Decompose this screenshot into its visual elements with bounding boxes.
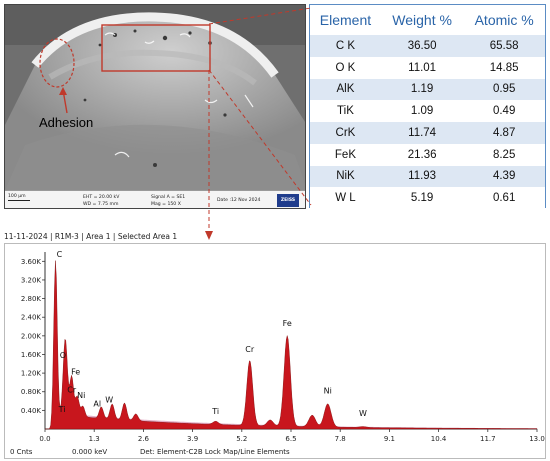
scale-bar (8, 200, 30, 201)
table-row: CrK 11.74 4.87 (310, 122, 545, 144)
table-header-row: Element Weight % Atomic % (310, 5, 545, 35)
y-tick-label: 3.20K (21, 276, 42, 284)
peak-label: C (57, 250, 63, 259)
y-tick-label: 3.60K (21, 258, 42, 266)
eds-spectrum-chart: 0.40K 0.80K 1.20K 1.60K 2.00K 2.40K 2.80K 3.20K… (4, 243, 546, 459)
table-row: FeK 21.36 8.25 (310, 143, 545, 166)
cell-weight: 36.50 (380, 35, 464, 57)
x-tick-label: 0.0 (39, 435, 50, 443)
x-tick-label: 7.8 (335, 435, 346, 443)
table-row: C K 36.50 65.58 (310, 35, 545, 57)
scale-bar-label: 100 μm (8, 194, 26, 199)
cell-element: TiK (310, 100, 381, 122)
y-tick-label: 2.00K (21, 332, 42, 340)
y-tick-label: 2.80K (21, 295, 42, 303)
zeiss-logo: ZEISS (277, 194, 299, 207)
peak-label: Fe (71, 367, 80, 376)
spectrum-plot: 0.40K 0.80K 1.20K 1.60K 2.00K 2.40K 2.80K 3.20K… (21, 250, 545, 443)
date-value: Date :12 Nov 2024 (217, 198, 261, 203)
peak-label: O (60, 351, 66, 360)
peak-label: Ni (77, 391, 85, 400)
x-tick-label: 5.2 (236, 435, 247, 443)
cell-atomic: 0.61 (463, 187, 545, 209)
peak-label: Ni (324, 387, 332, 396)
x-tick-label: 6.5 (285, 435, 296, 443)
header-weight: Weight % (380, 5, 464, 35)
cell-element: W L (310, 187, 381, 209)
sem-micrograph: Adhesion 100 μm EHT = 20.00 kV WD = 7.75… (4, 4, 306, 209)
peak-label: Al (93, 399, 101, 408)
adhesion-label: Adhesion (39, 115, 94, 130)
peak-label: W (105, 396, 113, 405)
x-tick-label: 10.4 (431, 435, 447, 443)
cell-element: O K (310, 56, 381, 79)
cell-weight: 11.74 (380, 122, 464, 144)
signal-value: Signal A = SE1 (151, 195, 186, 200)
cell-element: FeK (310, 143, 381, 166)
cell-weight: 5.19 (380, 187, 464, 209)
cell-element: C K (310, 35, 381, 57)
selected-area-box (101, 24, 211, 72)
y-tick-label: 0.80K (21, 388, 42, 396)
cell-atomic: 4.39 (463, 165, 545, 188)
y-tick-label: 1.60K (21, 351, 42, 359)
spectrum-header: 11-11-2024 | R1M-3 | Area 1 | Selected A… (4, 232, 178, 241)
x-tick-label: 13.0 (529, 435, 545, 443)
peak-label: Ti (211, 407, 219, 416)
connector-arrowhead (205, 231, 213, 240)
header-element: Element (310, 5, 381, 35)
peak-label: Cr (67, 385, 77, 394)
cell-atomic: 0.95 (463, 78, 545, 101)
cell-atomic: 4.87 (463, 122, 545, 144)
table-row: O K 11.01 14.85 (310, 56, 545, 79)
peak-label: W (359, 409, 367, 418)
element-composition-table: Element Weight % Atomic % C K 36.50 65.58 O… (309, 4, 546, 209)
cell-weight: 11.93 (380, 165, 464, 188)
cell-weight: 21.36 (380, 143, 464, 166)
cell-element: AlK (310, 78, 381, 101)
cell-atomic: 65.58 (463, 35, 545, 57)
cell-atomic: 8.25 (463, 143, 545, 166)
cell-element: CrK (310, 122, 381, 144)
y-tick-label: 1.20K (21, 370, 42, 378)
y-tick-label: 2.40K (21, 314, 42, 322)
cell-weight: 11.01 (380, 56, 464, 79)
x-tick-label: 1.3 (89, 435, 100, 443)
footer-counts: 0 Cnts (10, 448, 33, 456)
wd-value: WD = 7.75 mm (83, 202, 119, 207)
adhesion-marker (39, 38, 75, 88)
table-row: AlK 1.19 0.95 (310, 78, 545, 101)
micrograph-image (5, 5, 305, 190)
cell-weight: 1.19 (380, 78, 464, 101)
x-tick-label: 11.7 (480, 435, 496, 443)
x-tick-label: 9.1 (384, 435, 395, 443)
sem-databar: 100 μm EHT = 20.00 kV WD = 7.75 mm Signa… (5, 190, 305, 208)
x-tick-label: 3.9 (187, 435, 198, 443)
table-row: TiK 1.09 0.49 (310, 100, 545, 122)
cell-element: NiK (310, 165, 381, 188)
x-tick-label: 2.6 (138, 435, 150, 443)
table-row: W L 5.19 0.61 (310, 187, 545, 209)
cell-atomic: 0.49 (463, 100, 545, 122)
peak-label: Fe (283, 319, 292, 328)
cell-weight: 1.09 (380, 100, 464, 122)
peak-label: Cr (245, 345, 255, 354)
footer-kev: 0.000 keV (72, 448, 108, 456)
footer-detector: Det: Element-C2B Lock Map/Line Elements (140, 448, 290, 456)
spectrum-area (45, 260, 538, 430)
cell-atomic: 14.85 (463, 56, 545, 79)
eht-value: EHT = 20.00 kV (83, 195, 120, 200)
mag-value: Mag = 150 X (151, 202, 181, 207)
y-tick-label: 0.40K (21, 407, 42, 415)
header-atomic: Atomic % (463, 5, 545, 35)
peak-label: Ti (58, 405, 66, 414)
table-row: NiK 11.93 4.39 (310, 165, 545, 188)
